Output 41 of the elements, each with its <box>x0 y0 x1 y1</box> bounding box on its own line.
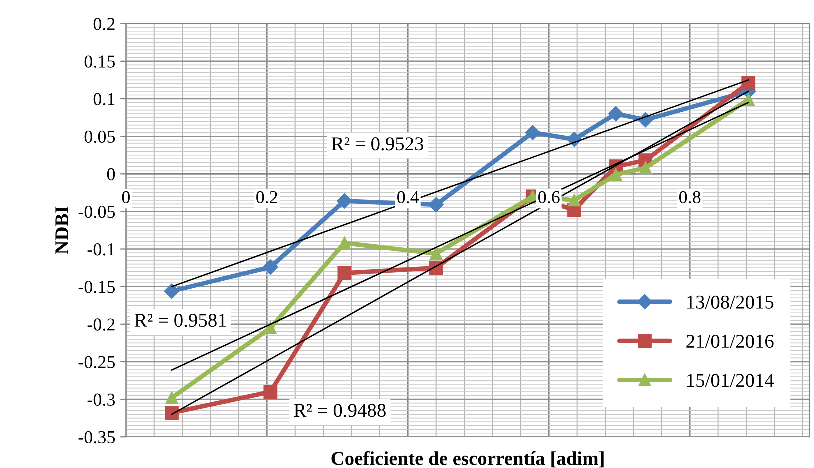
point <box>264 385 278 399</box>
point <box>430 248 443 260</box>
x-tick-label: 0 <box>122 191 130 204</box>
x-tick-label: 0.6 <box>538 191 560 204</box>
y-tick-label: -0.3 <box>88 394 116 406</box>
annotation: R² = 0.9488 <box>294 404 386 418</box>
y-tick-label: 0.15 <box>84 56 116 68</box>
point <box>610 168 622 182</box>
y-tick-label: -0.05 <box>78 206 116 218</box>
legend-label: 21/01/2016 <box>686 334 774 348</box>
point <box>165 406 179 420</box>
point <box>525 125 540 140</box>
point <box>264 322 277 334</box>
y-tick-label: -0.1 <box>88 244 115 256</box>
y-tick-label: -0.2 <box>88 318 115 331</box>
x-tick-label: 0.4 <box>398 191 420 204</box>
x-tick-label: 0.8 <box>680 191 701 204</box>
point <box>164 284 180 299</box>
y-tick-label: 0.05 <box>84 130 116 144</box>
y-tick-label: 0.2 <box>94 18 115 30</box>
point <box>742 76 756 90</box>
x-tick-label: 0.2 <box>256 191 278 204</box>
point <box>428 197 444 213</box>
y-tick-label: 0.1 <box>94 93 115 106</box>
annotation: R² = 0.9581 <box>134 314 226 328</box>
point <box>608 106 624 122</box>
point <box>568 194 581 207</box>
point <box>337 194 352 209</box>
legend-label: 15/01/2014 <box>688 374 774 388</box>
y-axis-title: NDBI <box>56 206 69 254</box>
x-axis-title: Coeficiente de escorrentía [adim] <box>332 451 604 468</box>
point <box>166 392 178 404</box>
y-tick-label: 0 <box>107 168 116 181</box>
y-tick-label: -0.35 <box>78 431 116 444</box>
annotation: R² = 0.9523 <box>332 138 424 151</box>
point <box>639 162 652 174</box>
point <box>263 260 278 275</box>
y-tick-label: -0.25 <box>78 356 116 368</box>
legend-label: 13/08/2015 <box>688 296 774 309</box>
point <box>338 266 352 280</box>
y-tick-label: -0.15 <box>78 281 116 294</box>
